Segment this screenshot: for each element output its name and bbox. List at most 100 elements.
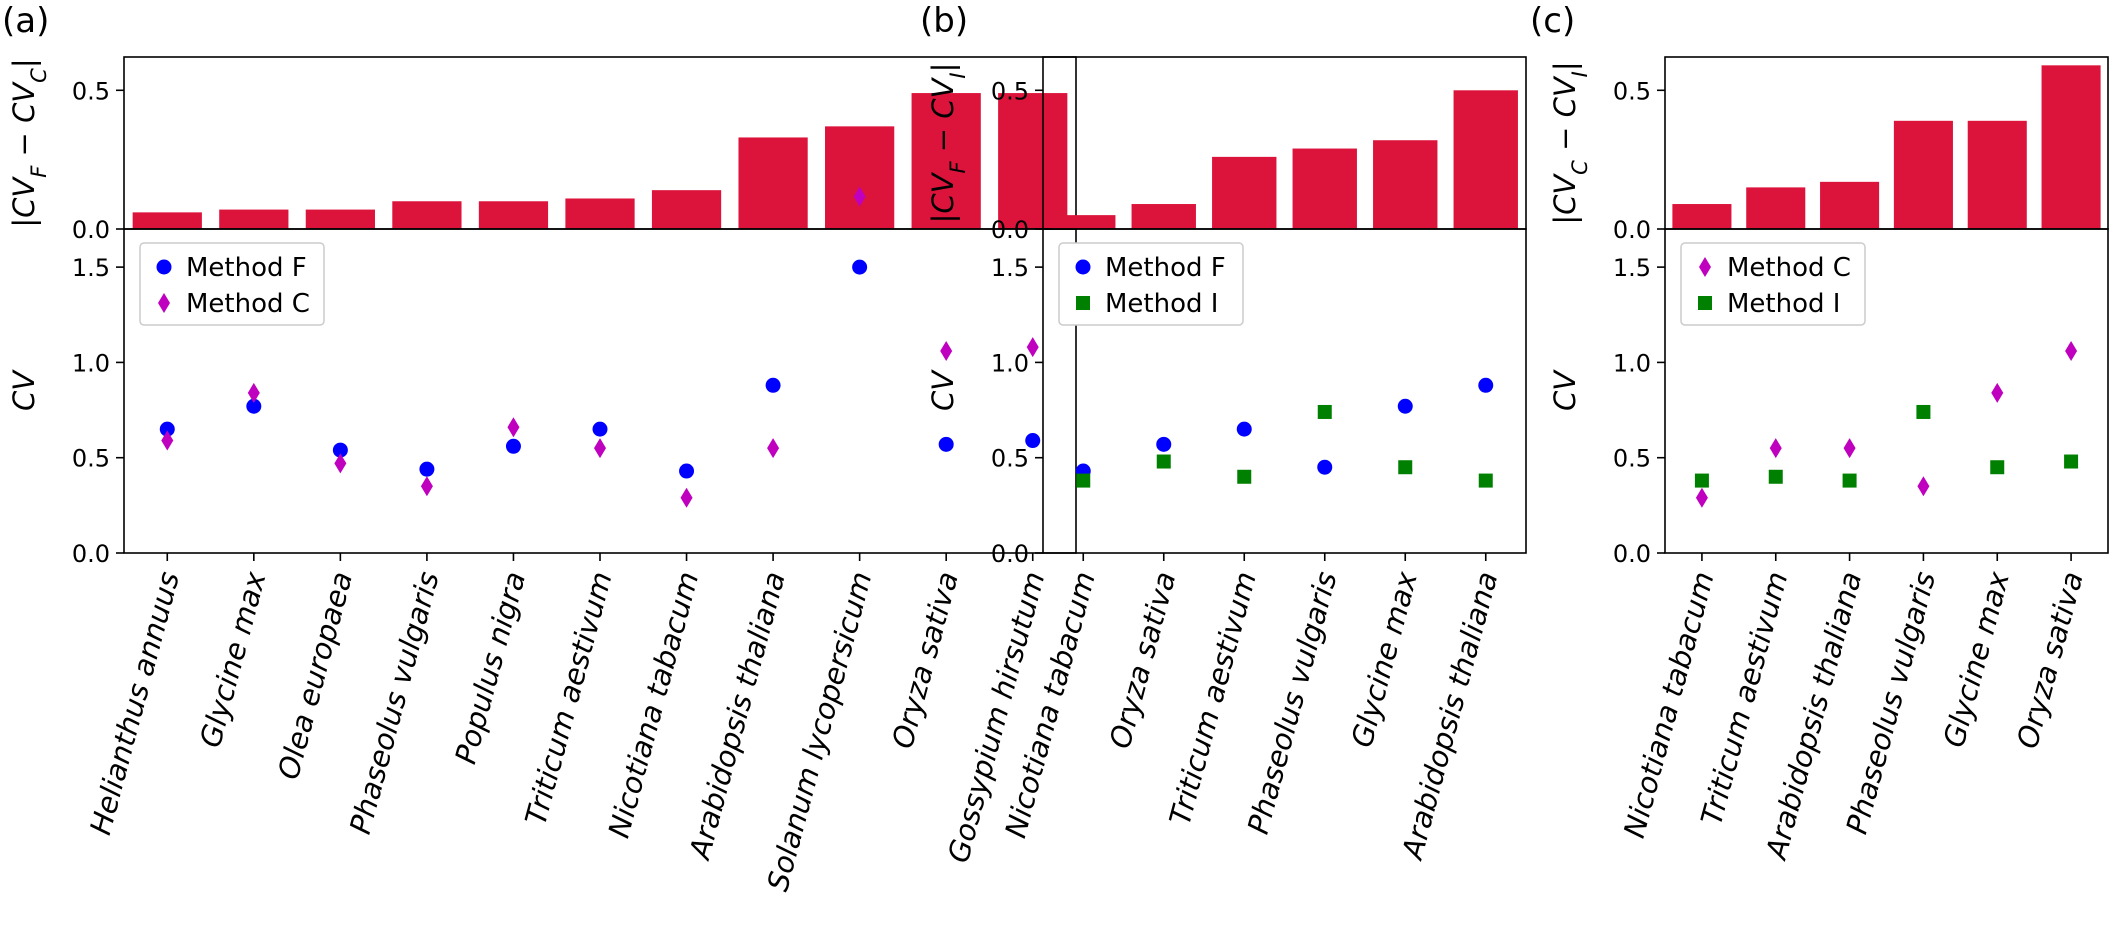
axis-label-top: |CVF − CVI|	[926, 63, 970, 224]
point-1-2	[1156, 436, 1172, 452]
legend: Method F Method C	[139, 242, 325, 326]
bottom-ytick-label-4: 1.5	[72, 254, 110, 282]
bar-3	[1820, 181, 1880, 229]
legend-marker-2	[158, 293, 170, 313]
legend-label-2: Method I	[1105, 289, 1218, 319]
bar-8	[738, 137, 808, 229]
point-2-1	[1694, 473, 1709, 488]
point-2-8	[767, 438, 780, 459]
legend-label-2: Method I	[1727, 289, 1840, 319]
point-1-9	[852, 259, 868, 275]
bottom-ytick-label-1: 0.0	[1613, 540, 1651, 568]
category-label-10: Oryza sativa	[885, 568, 965, 752]
point-2-5	[1398, 460, 1413, 475]
point-2-3	[334, 453, 347, 474]
point-2-6	[1478, 473, 1493, 488]
point-1-6	[592, 421, 608, 437]
point-2-4	[1916, 404, 1931, 419]
bar-7	[651, 190, 722, 229]
category-label-4: Phaseolus vulgaris	[343, 568, 446, 838]
point-1-10	[938, 436, 954, 452]
bar-5	[1967, 120, 2027, 229]
axis-label-bottom: CV	[7, 369, 41, 411]
category-label-3: Olea europaea	[271, 568, 359, 783]
point-1-8	[765, 377, 781, 393]
bar-5	[478, 201, 549, 229]
bar-10	[911, 93, 981, 229]
category-label-5: Glycine max	[1344, 567, 1424, 751]
point-1-7	[679, 463, 695, 479]
point-1-1	[1695, 487, 1708, 508]
point-1-11	[1025, 433, 1041, 449]
legend-label-1: Method F	[1105, 253, 1226, 283]
bar-3	[1212, 156, 1277, 229]
top-ytick-label-1: 0.0	[991, 216, 1029, 244]
category-label-8: Arabidopsis thaliana	[682, 568, 792, 864]
point-2-1	[1076, 473, 1091, 488]
point-1-4	[1317, 459, 1333, 475]
point-1-1	[159, 421, 175, 437]
point-1-2	[246, 398, 262, 414]
point-1-5	[1991, 382, 2004, 403]
axis-label-bottom: CV	[1548, 369, 1582, 411]
category-label-7: Nicotiana tabacum	[602, 568, 706, 841]
bar-1	[1672, 204, 1732, 229]
point-2-11	[1026, 337, 1039, 358]
point-1-2	[1769, 438, 1782, 459]
point-2-1	[161, 430, 174, 451]
legend: Method F Method I	[1058, 242, 1244, 326]
bottom-ytick-label-2: 0.5	[72, 445, 110, 473]
point-2-9	[853, 186, 866, 207]
point-2-6	[2064, 454, 2079, 469]
point-2-4	[1317, 404, 1332, 419]
legend-label-1: Method C	[1727, 253, 1851, 283]
point-1-3	[332, 442, 348, 458]
point-2-10	[940, 340, 953, 361]
point-1-6	[2065, 340, 2078, 361]
bar-4	[392, 201, 462, 229]
panel-label: (a)	[2, 1, 49, 41]
bar-4	[1292, 148, 1357, 229]
bottom-ytick-label-3: 1.0	[1613, 349, 1651, 377]
bottom-ytick-label-3: 1.0	[72, 349, 110, 377]
bottom-ytick-label-1: 0.0	[991, 540, 1029, 568]
panel-3: (c)0.00.5|CVC − CVI|0.00.51.01.5CVNicoti…	[1530, 1, 2109, 864]
bar-11	[998, 93, 1068, 229]
point-1-3	[1843, 438, 1856, 459]
point-2-2	[247, 382, 260, 403]
bar-2	[219, 209, 289, 229]
category-label-4: Phaseolus vulgaris	[1241, 568, 1344, 838]
bottom-axes-frame	[1664, 228, 2109, 554]
category-label-6: Triticum aestivum	[518, 568, 618, 829]
panel-label: (c)	[1530, 1, 1575, 41]
panel-label: (b)	[920, 1, 968, 41]
bottom-axes-frame	[1042, 228, 1527, 554]
bar-2	[1131, 204, 1196, 229]
category-label-3: Triticum aestivum	[1163, 568, 1263, 829]
point-2-7	[680, 487, 693, 508]
legend-box	[139, 242, 325, 326]
legend-label-1: Method F	[186, 253, 307, 283]
point-2-3	[1237, 469, 1252, 484]
point-2-3	[1842, 473, 1857, 488]
legend-marker-1	[1075, 259, 1091, 275]
legend-marker-1	[1699, 257, 1711, 277]
category-label-5: Glycine max	[1936, 567, 2016, 751]
legend-label-2: Method C	[186, 289, 310, 319]
bar-1	[132, 212, 202, 229]
top-ytick-label-2: 0.5	[1613, 77, 1651, 105]
bar-6	[2041, 65, 2101, 230]
top-ytick-label-2: 0.5	[72, 77, 110, 105]
bottom-ytick-label-2: 0.5	[991, 445, 1029, 473]
legend-marker-2	[1076, 296, 1090, 310]
bar-6	[1453, 90, 1518, 230]
axis-label-top: |CVC − CVI|	[1548, 61, 1592, 224]
bottom-ytick-label-1: 0.0	[72, 540, 110, 568]
bar-1	[1051, 215, 1116, 229]
legend-box	[1058, 242, 1244, 326]
point-2-2	[1156, 454, 1171, 469]
axis-label-bottom: CV	[926, 369, 960, 411]
top-ytick-label-1: 0.0	[1613, 216, 1651, 244]
axis-label-top: |CVF − CVC|	[7, 58, 51, 227]
